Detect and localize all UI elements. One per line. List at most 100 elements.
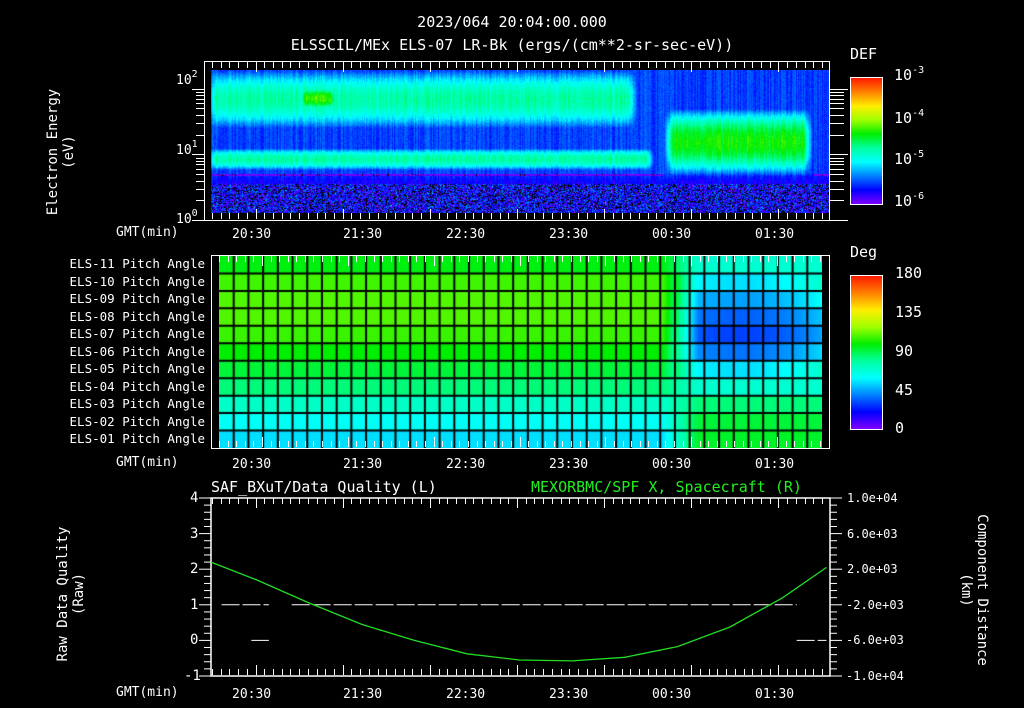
minor-tick [595,498,597,504]
minor-tick [534,498,536,504]
minor-tick [726,213,728,219]
minor-tick [708,213,710,219]
ytick [196,188,204,190]
minor-tick [438,213,440,219]
minor-tick [751,441,753,447]
ytick-right-label: -2.0e+03 [846,597,904,612]
minor-tick [368,498,370,504]
minor-tick [551,62,553,68]
minor-tick [386,498,388,504]
minor-tick [229,669,231,675]
minor-tick [261,256,263,266]
minor-tick [360,669,362,675]
minor-tick [769,669,771,675]
minor-tick [673,62,675,68]
minor-tick [316,62,318,68]
minor-tick [543,669,545,675]
minor-tick [752,213,754,219]
minor-tick [621,669,623,675]
minor-tick [261,437,263,447]
minor-tick [734,498,736,504]
minor-tick [325,62,327,68]
minor-tick [390,256,392,262]
pitch-angle-row-label: ELS-11 Pitch Angle [69,256,205,271]
minor-tick [822,669,823,675]
minor-tick [447,213,449,219]
minor-tick [464,62,466,68]
minor-tick [313,256,315,262]
minor-tick [691,62,693,72]
deg-cb-tick-0: 0 [895,419,905,437]
minor-tick [795,213,797,219]
minor-tick [804,213,806,219]
minor-tick [473,669,475,675]
minor-tick [342,62,344,72]
pitch-angle-row-label: ELS-01 Pitch Angle [69,431,205,446]
minor-tick [510,256,512,262]
minor-tick [244,256,246,262]
minor-tick [578,498,579,504]
minor-tick [569,213,571,219]
minor-tick [562,441,564,447]
minor-tick [382,256,384,262]
plot-subtitle: ELSSCIL/MEx ELS-07 LR-Bk (ergs/(cm**2-sr… [290,36,734,54]
minor-tick [630,669,632,675]
xtick-label: 22:30 [446,227,486,242]
minor-tick [682,213,684,219]
minor-tick [525,62,527,68]
minor-tick [368,669,370,675]
xtick-label: 20:30 [232,457,272,472]
minor-tick [412,498,414,504]
minor-tick [264,669,266,675]
minor-tick [236,256,238,262]
minor-tick [433,437,435,447]
ytick-left-label: 4 [190,490,199,506]
minor-tick [820,441,821,447]
minor-tick [255,665,257,675]
minor-tick [726,498,728,504]
minor-tick [761,213,762,219]
minor-tick [545,441,547,447]
minor-tick [621,213,623,219]
minor-tick [560,213,562,219]
xtick-label: 20:30 [232,227,272,242]
minor-tick [612,498,614,504]
minor-tick [399,441,401,447]
panel3-title-right: MEXORBMC/SPF X, Spacecraft (R) [531,478,802,496]
minor-tick [373,441,375,447]
minor-tick [708,441,710,447]
minor-tick [605,437,607,447]
ytick-left-label: -1 [184,668,201,684]
minor-tick [447,498,449,504]
minor-tick [377,213,379,219]
minor-tick [534,62,536,68]
minor-tick [743,498,745,504]
minor-tick [229,498,231,504]
minor-tick [778,665,780,675]
minor-tick [665,256,667,262]
minor-tick [299,669,301,675]
minor-tick [279,256,281,262]
minor-tick [743,213,745,219]
minor-tick [473,62,475,68]
minor-tick [464,669,466,675]
def-colorbar [850,77,883,205]
minor-tick [743,62,745,68]
minor-tick [499,213,501,219]
ytick [830,164,844,166]
minor-tick [287,441,289,447]
minor-tick [656,669,658,675]
minor-tick [502,441,504,447]
minor-tick [777,256,779,266]
minor-tick [716,441,718,447]
minor-tick [330,441,332,447]
plot-timestamp: 2023/064 20:04:00.000 [417,13,607,31]
minor-tick [403,213,405,219]
minor-tick [407,256,409,262]
def-cb-tick-1e-6: 10-6 [894,191,925,210]
minor-tick [342,498,344,508]
ytick [196,108,204,110]
minor-tick [339,256,341,262]
minor-tick [412,62,414,68]
minor-tick [334,669,335,675]
